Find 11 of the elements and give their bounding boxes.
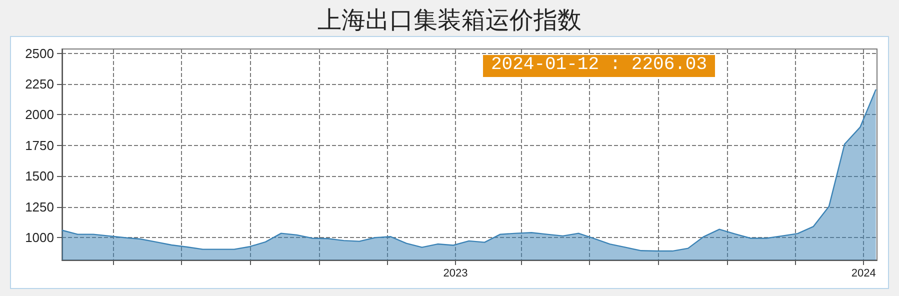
y-tick-label: 2000 (25, 107, 54, 122)
x-tick-label: 2023 (443, 268, 468, 280)
y-tick-label: 1750 (25, 138, 54, 153)
y-tick-label: 1500 (25, 168, 54, 184)
x-tick-label: 2024 (851, 268, 876, 280)
y-tick-label: 2500 (25, 46, 54, 61)
chart-title: 上海出口集装箱运价指数 (316, 5, 582, 36)
y-tick-label: 1250 (25, 199, 54, 214)
y-tick-label: 1000 (25, 230, 54, 246)
annotation: 2024-01-12 : 2206.03 (483, 55, 716, 77)
y-tick-label: 2250 (25, 76, 54, 92)
